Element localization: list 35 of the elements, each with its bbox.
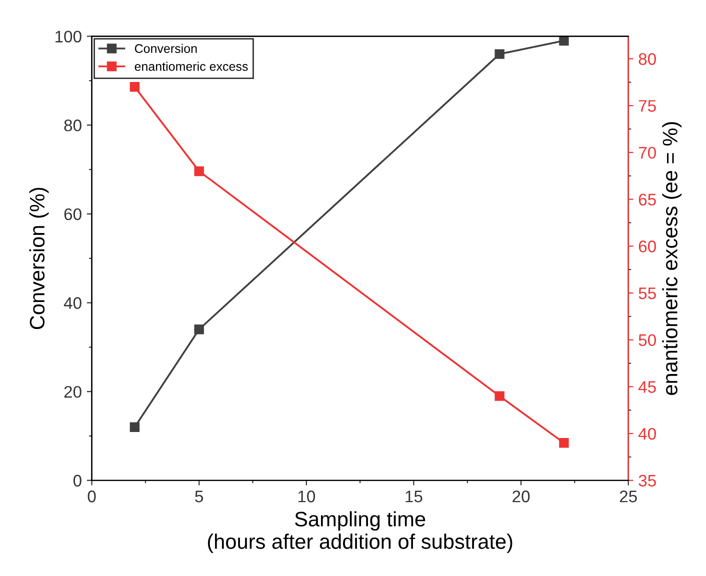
y2-tick-label: 60 xyxy=(638,240,656,252)
y2-tick-label: 80 xyxy=(638,53,656,65)
point xyxy=(194,324,204,334)
y2-tick-label: 40 xyxy=(638,428,656,440)
point xyxy=(494,391,504,401)
point xyxy=(559,36,569,46)
y-tick-label: 100 xyxy=(56,30,82,42)
x-tick-label: 20 xyxy=(512,490,530,502)
y2-tick-label: 75 xyxy=(638,100,656,112)
y-axis-title: Conversion (%) xyxy=(29,188,49,330)
y-tick-label: 40 xyxy=(64,297,82,309)
y-tick-label: 0 xyxy=(73,474,82,487)
x-axis-title: Sampling time (hours after addition of substrate) xyxy=(208,511,512,554)
y2-tick-label: 65 xyxy=(638,194,656,206)
y2-tick-label: 70 xyxy=(638,146,656,159)
y2-tick-label: 45 xyxy=(638,381,656,393)
point xyxy=(130,82,140,92)
x-tick-label: 5 xyxy=(195,490,204,502)
y-tick-label: 60 xyxy=(64,208,82,220)
x-tick-label: 25 xyxy=(620,490,637,502)
x-tick-label: 15 xyxy=(406,490,422,502)
x-tick-label: 10 xyxy=(298,490,316,502)
legend-label: enantiomeric excess xyxy=(134,62,248,71)
point xyxy=(494,49,504,59)
point xyxy=(130,422,140,432)
y2-axis-title: enantiomeric excess (ee = %) xyxy=(662,122,682,395)
point xyxy=(559,438,569,448)
y2-tick-label: 55 xyxy=(638,288,656,300)
y-tick-label: 20 xyxy=(64,386,82,398)
y2-tick-label: 35 xyxy=(638,474,656,487)
point xyxy=(194,166,204,176)
y2-tick-label: 50 xyxy=(638,334,656,346)
legend-label: Conversion xyxy=(134,44,197,53)
x-tick-label: 0 xyxy=(88,490,96,502)
y-tick-label: 80 xyxy=(64,120,82,132)
